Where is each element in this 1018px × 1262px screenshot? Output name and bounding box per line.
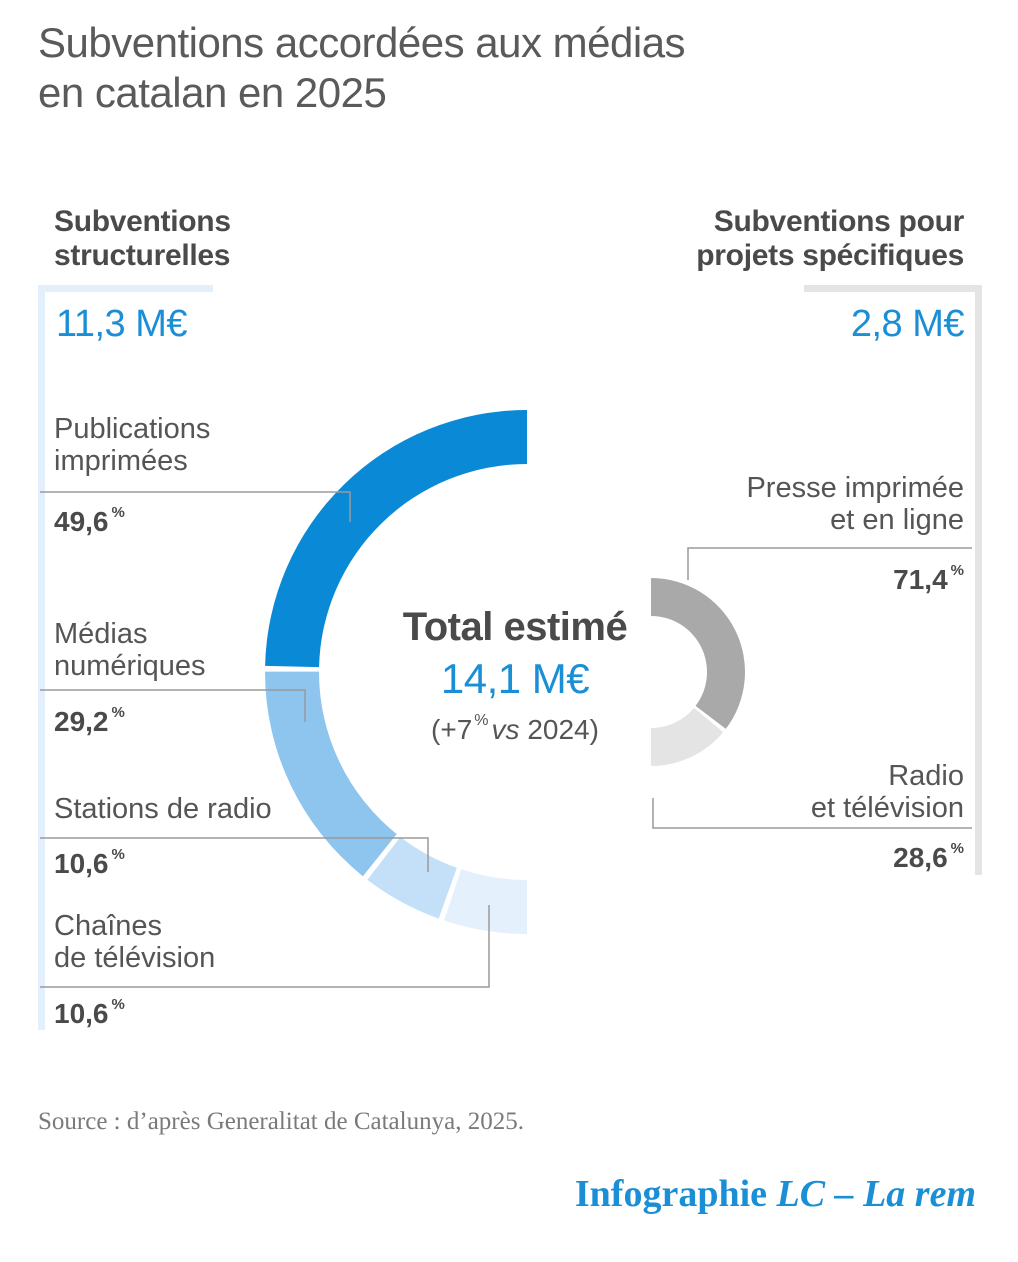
label-publications: Publications imprimées [54,413,210,477]
value-radio-tv: 28,6% [893,840,964,874]
value-radio-tv-unit: % [950,840,964,857]
structural-slice-4 [444,869,527,934]
right-panel-side-bar [975,285,982,875]
projects-slice-2 [651,707,724,766]
label-tv-channels-line1: Chaînes [54,910,163,942]
leader-publications [40,491,351,522]
value-publications-number: 49,6 [54,506,109,537]
label-radio-stations: Stations de radio [54,793,272,825]
value-radio-tv-number: 28,6 [893,842,948,873]
chart-title: Subventions accordées aux médias en cata… [38,18,938,118]
leader-radio-tv [652,798,972,829]
value-tv-channels: 10,6% [54,996,125,1030]
label-radio-stations-line1: Stations de radio [54,793,272,825]
projects-heading-line1: Subventions pour [713,205,965,238]
label-radio-tv: Radio et télévision [811,760,964,824]
chart-title-line2: en catalan en 2025 [38,69,387,116]
projects-heading: Subventions pour projets spécifiques [696,205,964,273]
label-digital-media-line1: Médias [54,618,148,650]
value-radio-stations-unit: % [111,846,125,863]
value-radio-stations-number: 10,6 [54,848,109,879]
leader-radio-stations [40,837,429,872]
label-radio-tv-line2: et télévision [810,792,964,824]
value-press-unit: % [950,562,964,579]
credit-prefix: Infographie [574,1173,768,1215]
total-change-prefix: (+7 [431,714,473,745]
label-tv-channels: Chaînes de télévision [54,910,215,974]
chart-title-line1: Subventions accordées aux médias [38,19,686,66]
left-panel-side-bar [38,285,45,1030]
total-amount: 14,1 M€ [440,655,590,702]
label-press: Presse imprimée et en ligne [746,472,964,536]
value-digital-media-unit: % [111,704,125,721]
label-radio-tv-line1: Radio [888,760,964,792]
value-radio-stations: 10,6% [54,846,125,880]
value-digital-media: 29,2% [54,704,125,738]
projects-amount: 2,8 M€ [850,303,965,345]
source-note: Source : d’après Generalitat de Cataluny… [38,1108,524,1135]
value-publications-unit: % [111,504,125,521]
structural-heading-line1: Subventions [54,205,231,238]
label-digital-media-line2: numériques [54,650,206,682]
label-digital-media: Médias numériques [54,618,206,682]
total-change: (+7% vs 2024) [370,712,660,746]
total-change-unit: % [474,712,489,729]
label-publications-line1: Publications [54,413,211,445]
total-change-year: 2024) [527,714,599,745]
structural-heading: Subventions structurelles [54,205,231,273]
left-panel-top-bar [38,285,213,292]
value-press-number: 71,4 [893,564,948,595]
total-title: Total estimé [402,605,628,649]
structural-heading-line2: structurelles [54,239,231,272]
value-publications: 49,6% [54,504,125,538]
leader-press [687,547,972,580]
value-tv-channels-unit: % [111,996,125,1013]
value-tv-channels-number: 10,6 [54,998,109,1029]
label-tv-channels-line2: de télévision [54,942,216,974]
value-press: 71,4% [893,562,964,596]
structural-slice-3 [367,836,457,919]
structural-amount: 11,3 M€ [56,303,187,345]
projects-heading-line2: projets spécifiques [696,239,964,272]
structural-slice-1 [265,410,527,668]
leader-tv-channels [40,905,490,988]
label-press-line1: Presse imprimée [746,472,964,504]
projects-slice-1 [651,578,745,729]
structural-slice-2 [265,671,397,877]
label-publications-line2: imprimées [54,445,188,477]
credit-suffix: LC – La rem [776,1173,976,1215]
credit: Infographie LC – La rem [575,1172,976,1216]
right-panel-top-bar [804,285,982,292]
total-change-vs: vs [491,714,520,745]
label-press-line2: et en ligne [830,504,964,536]
leader-digital-media [40,689,306,722]
value-digital-media-number: 29,2 [54,706,109,737]
